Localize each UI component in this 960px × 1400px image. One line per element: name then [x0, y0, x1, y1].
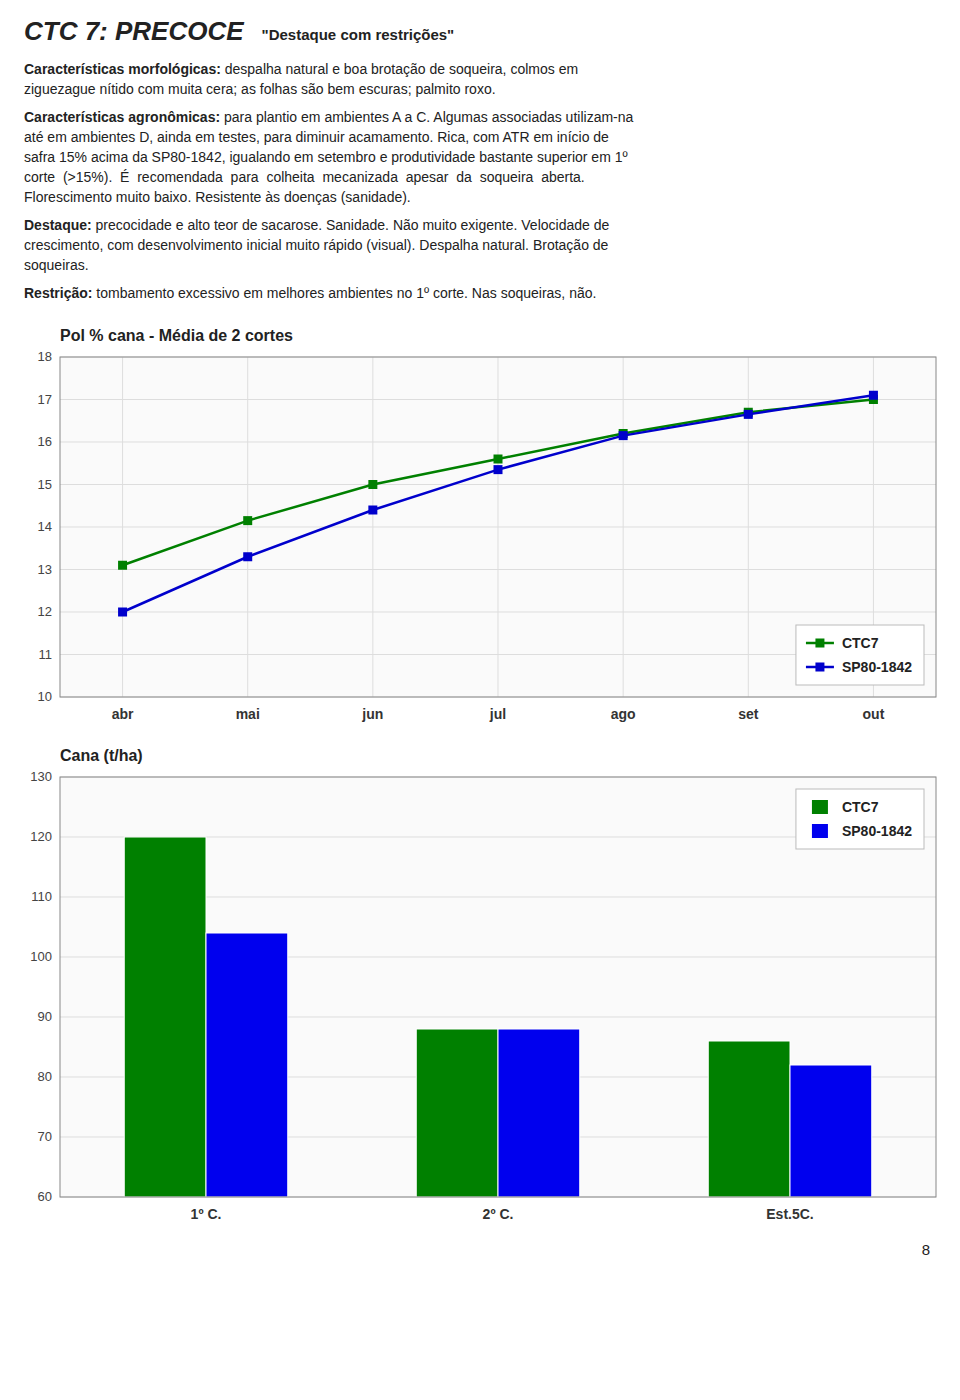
plot-frame — [60, 357, 936, 697]
plot-background — [60, 777, 936, 1197]
text-block: Características agronômicas: para planti… — [24, 107, 936, 207]
text-block-label: Restrição: — [24, 285, 92, 301]
plot-background — [60, 357, 936, 697]
x-tick-label: set — [738, 706, 759, 722]
point — [118, 608, 127, 617]
y-tick-label: 80 — [38, 1069, 52, 1084]
legend-box — [796, 625, 924, 685]
chart-title: Cana (t/ha) — [60, 747, 143, 764]
x-tick-label: 2º C. — [483, 1206, 514, 1222]
y-tick-label: 11 — [39, 647, 53, 662]
text-block: Destaque: precocidade e alto teor de sac… — [24, 215, 936, 275]
point — [494, 455, 503, 464]
point — [243, 516, 252, 525]
x-tick-label: out — [863, 706, 885, 722]
y-tick-label: 60 — [38, 1189, 52, 1204]
y-tick-label: 16 — [38, 434, 52, 449]
point — [118, 561, 127, 570]
legend-label: CTC7 — [842, 799, 879, 815]
text-block-label: Características morfológicas: — [24, 61, 221, 77]
grid-line-x — [122, 357, 123, 697]
grid-line-x — [372, 357, 373, 697]
bar-chart: Cana (t/ha) 60 70 80 90 100 110 120 130 1º C. 2º C… — [0, 737, 960, 1237]
x-tick-label: abr — [112, 706, 134, 722]
bar — [498, 1029, 580, 1197]
x-tick-label: ago — [611, 706, 636, 722]
y-tick-label: 110 — [31, 889, 52, 904]
legend-swatch — [812, 824, 828, 838]
y-tick-label: 13 — [38, 562, 52, 577]
series-line — [123, 395, 874, 612]
text-block-text: tombamento excessivo em melhores ambient… — [92, 285, 596, 301]
x-tick-label: 1º C. — [191, 1206, 222, 1222]
point — [619, 431, 628, 440]
legend: CTC7 SP80-1842 — [796, 789, 924, 849]
x-tick-label: jun — [361, 706, 383, 722]
y-tick-label: 130 — [30, 769, 52, 784]
y-tick-label: 15 — [38, 477, 52, 492]
point — [494, 465, 503, 474]
y-tick-label: 18 — [38, 349, 52, 364]
point — [744, 410, 753, 419]
legend: CTC7 SP80-1842 — [796, 625, 924, 685]
text-block: Características morfológicas: despalha n… — [24, 59, 936, 99]
x-tick-label: jul — [489, 706, 506, 722]
legend-box — [796, 789, 924, 849]
legend-label: SP80-1842 — [842, 659, 912, 675]
text-block-label: Características agronômicas: — [24, 109, 220, 125]
y-tick-label: 17 — [38, 392, 52, 407]
x-tick-label: mai — [236, 706, 260, 722]
text-block-label: Destaque: — [24, 217, 92, 233]
x-tick-label: Est.5C. — [766, 1206, 813, 1222]
y-tick-label: 70 — [38, 1129, 52, 1144]
y-tick-label: 90 — [38, 1009, 52, 1024]
bar — [708, 1041, 790, 1197]
point — [368, 506, 377, 515]
legend-label: CTC7 — [842, 635, 879, 651]
bar — [206, 933, 288, 1197]
grid-line-x — [623, 357, 624, 697]
line-chart: Pol % cana - Média de 2 cortes 10 11 12 13 14… — [0, 317, 960, 737]
bar — [416, 1029, 498, 1197]
bar — [124, 837, 206, 1197]
page-number: 8 — [0, 1237, 960, 1258]
grid-line-x — [498, 357, 499, 697]
legend-marker — [815, 663, 824, 672]
header: CTC 7: PRECOCE"Destaque com restrições"C… — [0, 0, 960, 317]
title: CTC 7: PRECOCE — [24, 16, 244, 47]
grid-line-x — [247, 357, 248, 697]
text-block-text: precocidade e alto teor de sacarose. San… — [24, 217, 609, 273]
bar — [790, 1065, 872, 1197]
y-tick-label: 120 — [30, 829, 52, 844]
charts: Pol % cana - Média de 2 cortes 10 11 12 13 14… — [0, 317, 960, 1237]
subtitle: "Destaque com restrições" — [262, 26, 455, 43]
y-tick-label: 100 — [30, 949, 52, 964]
point — [368, 480, 377, 489]
point — [869, 391, 878, 400]
chart-title: Pol % cana - Média de 2 cortes — [60, 327, 293, 344]
marks — [124, 837, 872, 1197]
title-row: CTC 7: PRECOCE "Destaque com restrições" — [24, 16, 936, 47]
y-tick-label: 12 — [38, 604, 52, 619]
text-block: Restrição: tombamento excessivo em melho… — [24, 283, 936, 303]
plot-frame — [60, 777, 936, 1197]
legend-swatch — [812, 800, 828, 814]
point — [243, 552, 252, 561]
series-line — [123, 400, 874, 566]
legend-label: SP80-1842 — [842, 823, 912, 839]
legend-marker — [815, 639, 824, 648]
y-tick-label: 10 — [38, 689, 52, 704]
marks — [118, 391, 878, 617]
y-tick-label: 14 — [38, 519, 52, 534]
